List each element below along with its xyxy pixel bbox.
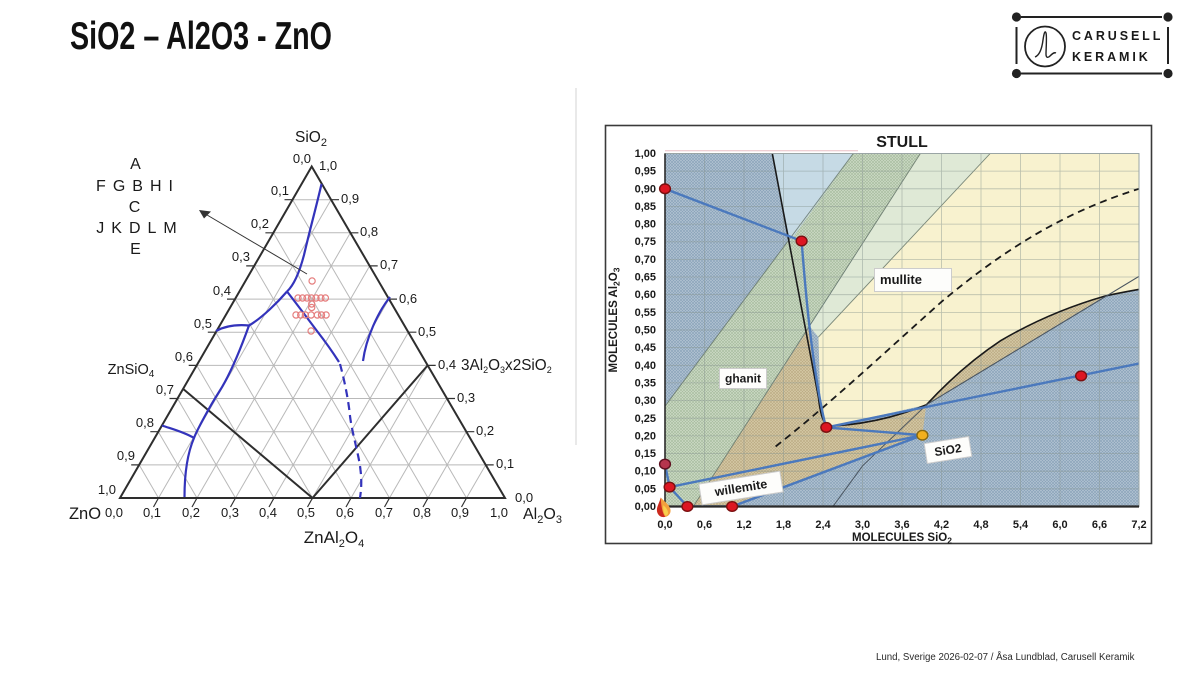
- svg-text:0,5: 0,5: [418, 324, 436, 339]
- svg-text:0,8: 0,8: [136, 415, 154, 430]
- svg-text:0,50: 0,50: [635, 325, 656, 337]
- svg-text:0,95: 0,95: [635, 166, 656, 178]
- svg-text:Al2O3: Al2O3: [523, 506, 562, 526]
- svg-text:1,2: 1,2: [736, 519, 751, 531]
- svg-text:0,9: 0,9: [451, 505, 469, 520]
- svg-text:0,70: 0,70: [635, 254, 656, 266]
- svg-text:0,3: 0,3: [232, 249, 250, 264]
- svg-text:0,6: 0,6: [336, 505, 354, 520]
- svg-text:0,1: 0,1: [143, 505, 161, 520]
- svg-text:0,3: 0,3: [221, 505, 239, 520]
- svg-text:0,1: 0,1: [496, 456, 514, 471]
- svg-text:0,45: 0,45: [635, 342, 656, 354]
- svg-text:0,10: 0,10: [635, 466, 656, 478]
- svg-text:0,30: 0,30: [635, 395, 656, 407]
- svg-text:ZnO: ZnO: [69, 505, 101, 523]
- svg-text:0,7: 0,7: [380, 257, 398, 272]
- svg-text:0,6: 0,6: [697, 519, 712, 531]
- svg-text:ghanit: ghanit: [725, 372, 761, 386]
- svg-text:2,4: 2,4: [815, 519, 831, 531]
- svg-text:0,80: 0,80: [635, 219, 656, 231]
- svg-text:1,0: 1,0: [490, 505, 508, 520]
- svg-text:CARUSELL: CARUSELL: [1072, 29, 1163, 43]
- svg-text:0,4: 0,4: [213, 283, 231, 298]
- svg-text:MOLECULES Al2O3: MOLECULES Al2O3: [608, 267, 622, 372]
- svg-text:0,2: 0,2: [182, 505, 200, 520]
- svg-text:0,20: 0,20: [635, 430, 656, 442]
- svg-text:FGBHI: FGBHI: [96, 178, 180, 195]
- svg-text:mullite: mullite: [880, 272, 922, 287]
- svg-text:0,35: 0,35: [635, 377, 656, 389]
- svg-text:0,55: 0,55: [635, 307, 656, 319]
- svg-text:0,05: 0,05: [635, 483, 656, 495]
- svg-text:0,15: 0,15: [635, 448, 656, 460]
- svg-text:0,75: 0,75: [635, 236, 656, 248]
- svg-text:KERAMIK: KERAMIK: [1072, 50, 1151, 64]
- svg-text:1,0: 1,0: [98, 482, 116, 497]
- svg-text:0,85: 0,85: [635, 201, 656, 213]
- svg-text:0,00: 0,00: [635, 501, 656, 513]
- svg-text:MOLECULES SiO2: MOLECULES SiO2: [852, 532, 952, 546]
- svg-text:0,9: 0,9: [117, 448, 135, 463]
- svg-text:0,8: 0,8: [413, 505, 431, 520]
- svg-text:0,0: 0,0: [657, 519, 672, 531]
- svg-text:C: C: [129, 199, 148, 216]
- svg-text:3,0: 3,0: [855, 519, 870, 531]
- svg-text:7,2: 7,2: [1131, 519, 1146, 531]
- svg-text:0,90: 0,90: [635, 183, 656, 195]
- svg-text:0,9: 0,9: [341, 191, 359, 206]
- svg-text:0,4: 0,4: [259, 505, 277, 520]
- svg-text:0,25: 0,25: [635, 413, 656, 425]
- svg-text:6,0: 6,0: [1052, 519, 1067, 531]
- svg-text:0,60: 0,60: [635, 289, 656, 301]
- svg-text:0,6: 0,6: [399, 291, 417, 306]
- svg-text:3,6: 3,6: [894, 519, 909, 531]
- svg-text:0,7: 0,7: [375, 505, 393, 520]
- svg-text:0,2: 0,2: [251, 216, 269, 231]
- svg-text:0,0: 0,0: [105, 505, 123, 520]
- svg-text:4,8: 4,8: [973, 519, 988, 531]
- svg-text:1,8: 1,8: [776, 519, 791, 531]
- svg-text:0,7: 0,7: [156, 382, 174, 397]
- svg-text:1,0: 1,0: [319, 158, 337, 173]
- svg-text:3Al2O3x2SiO2: 3Al2O3x2SiO2: [461, 357, 552, 375]
- svg-text:0,2: 0,2: [476, 423, 494, 438]
- svg-text:SiO2: SiO2: [933, 441, 963, 459]
- svg-text:0,0: 0,0: [515, 490, 533, 505]
- svg-text:STULL: STULL: [876, 134, 928, 151]
- svg-text:1,00: 1,00: [635, 148, 656, 160]
- svg-text:0,0: 0,0: [293, 151, 311, 166]
- svg-text:0,4: 0,4: [438, 357, 456, 372]
- svg-text:5,4: 5,4: [1013, 519, 1029, 531]
- svg-text:6,6: 6,6: [1092, 519, 1107, 531]
- svg-text:ZnAl2O4: ZnAl2O4: [304, 528, 364, 550]
- svg-text:0,5: 0,5: [194, 316, 212, 331]
- svg-text:A: A: [130, 156, 148, 173]
- svg-text:0,1: 0,1: [271, 183, 289, 198]
- svg-text:0,65: 0,65: [635, 272, 656, 284]
- svg-text:4,2: 4,2: [934, 519, 949, 531]
- svg-text:0,40: 0,40: [635, 360, 656, 372]
- svg-text:SiO2: SiO2: [295, 129, 327, 149]
- svg-text:ZnSiO4: ZnSiO4: [108, 362, 155, 380]
- svg-text:0,3: 0,3: [457, 390, 475, 405]
- svg-text:0,8: 0,8: [360, 224, 378, 239]
- svg-text:E: E: [130, 241, 148, 258]
- svg-text:0,6: 0,6: [175, 349, 193, 364]
- svg-text:0,5: 0,5: [297, 505, 315, 520]
- svg-text:JKDLM: JKDLM: [96, 220, 183, 237]
